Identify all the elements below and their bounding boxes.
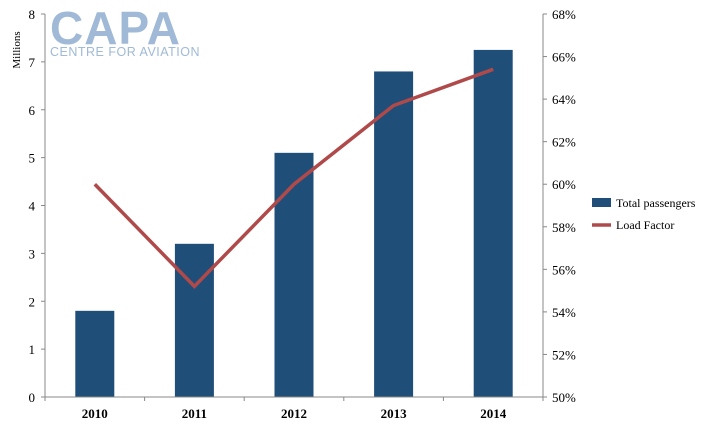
capa-logo: CAPA CENTRE FOR AVIATION [50,2,200,59]
bar-2012 [274,152,314,397]
right-tick-label: 54% [552,305,576,320]
right-tick-label: 50% [552,390,576,405]
left-tick-label: 1 [29,342,36,357]
ticks-layer: 0 1 2 3 4 5 6 7 8 50% 52% 54% 56% 58% 60% 62% 64% 66% 68% 2… [29,7,577,421]
right-tick-label: 60% [552,177,576,192]
left-tick-label: 3 [29,246,36,261]
left-tick-label: 7 [29,55,36,70]
left-tick-label: 5 [29,151,36,166]
x-tick-label: 2012 [281,406,307,421]
bar-2013 [374,71,414,397]
line-layer [93,67,494,289]
legend-line-label: Load Factor [616,218,674,232]
right-tick-label: 56% [552,262,576,277]
x-tick-label: 2014 [480,406,507,421]
y-axis-label: Millions [11,31,23,68]
bar-2011 [174,243,214,397]
left-tick-label: 8 [29,7,36,22]
right-tick-label: 62% [552,135,576,150]
logo-sub-text: CENTRE FOR AVIATION [50,45,200,59]
right-tick-label: 52% [552,347,576,362]
left-tick-label: 2 [29,294,36,309]
left-tick-label: 6 [29,103,36,118]
x-tick-label: 2010 [82,406,108,421]
left-tick-label: 0 [29,390,36,405]
legend-bar-swatch [592,198,611,207]
right-tick-label: 66% [552,50,576,65]
right-tick-label: 68% [552,7,576,22]
x-tick-label: 2013 [381,406,408,421]
legend: Total passengers Load Factor [592,196,696,232]
legend-bar-label: Total passengers [616,196,696,210]
right-tick-label: 58% [552,220,576,235]
bars-layer [75,49,513,397]
bar-2014 [473,49,513,397]
right-tick-label: 64% [552,92,576,107]
bar-2010 [75,310,115,397]
logo-main-text: CAPA [50,2,181,54]
left-tick-label: 4 [29,199,36,214]
x-tick-label: 2011 [182,406,207,421]
